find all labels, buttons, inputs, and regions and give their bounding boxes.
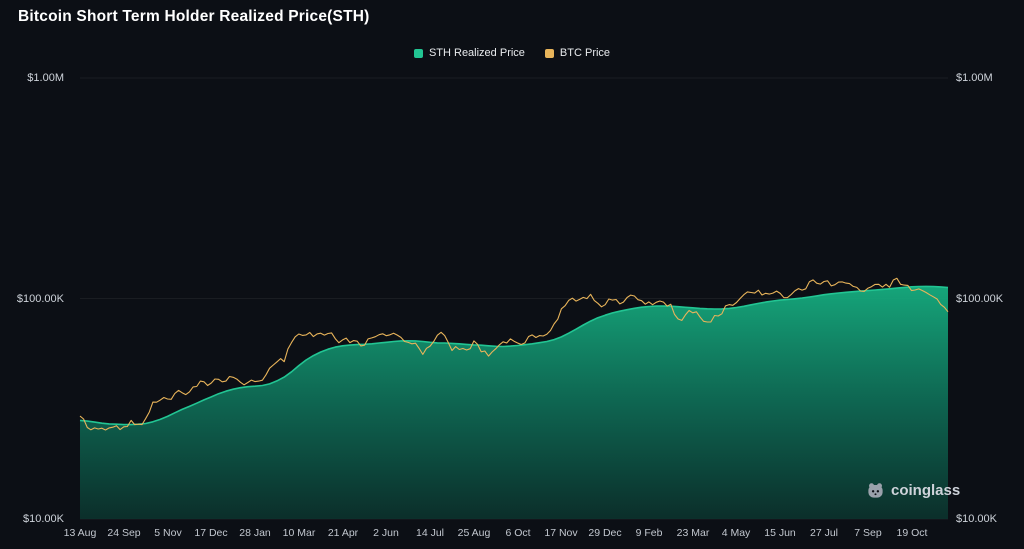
x-axis-label: 4 May: [721, 527, 751, 539]
x-axis-label: 21 Apr: [327, 527, 359, 539]
legend: STH Realized Price BTC Price: [0, 47, 1024, 59]
x-axis-label: 27 Jul: [809, 527, 839, 539]
x-axis-label: 24 Sep: [107, 527, 141, 539]
btc-legend-label: BTC Price: [559, 47, 611, 59]
y-axis-label-right: $1.00M: [956, 72, 993, 84]
coinglass-logo-icon: [866, 481, 885, 500]
x-axis-label: 17 Dec: [194, 527, 228, 539]
x-axis-label: 9 Feb: [635, 527, 663, 539]
y-axis-label-right: $10.00K: [956, 513, 997, 525]
x-axis-label: 29 Dec: [588, 527, 622, 539]
sth-legend-swatch-icon: [413, 48, 423, 58]
coinglass-label: coinglass: [891, 482, 961, 499]
x-axis-label: 5 Nov: [154, 527, 182, 539]
y-axis-label-left: $100.00K: [16, 293, 64, 305]
x-axis-label: 25 Aug: [457, 527, 491, 539]
x-axis-label: 10 Mar: [282, 527, 316, 539]
legend-item-btc-price[interactable]: BTC Price: [544, 47, 611, 59]
y-axis-label-left: $10.00K: [23, 513, 64, 525]
x-axis-label: 13 Aug: [63, 527, 97, 539]
y-axis-label-right: $100.00K: [956, 293, 1004, 305]
y-axis-label-left: $1.00M: [27, 72, 64, 84]
btc-legend-swatch-icon: [544, 48, 554, 58]
coinglass-watermark: coinglass: [866, 481, 960, 500]
x-axis-label: 17 Nov: [544, 527, 578, 539]
legend-item-sth-realized-price[interactable]: STH Realized Price: [413, 47, 525, 59]
chart-title: Bitcoin Short Term Holder Realized Price…: [18, 8, 370, 25]
x-axis-label: 23 Mar: [676, 527, 710, 539]
x-axis-label: 14 Jul: [415, 527, 445, 539]
x-axis-label: 2 Jun: [373, 527, 399, 539]
x-axis-label: 6 Oct: [505, 527, 531, 539]
sth-legend-label: STH Realized Price: [428, 47, 525, 59]
x-axis-label: 7 Sep: [854, 527, 882, 539]
x-axis-label: 15 Jun: [764, 527, 796, 539]
x-axis-label: 28 Jan: [239, 527, 271, 539]
x-axis-label: 19 Oct: [896, 527, 928, 539]
